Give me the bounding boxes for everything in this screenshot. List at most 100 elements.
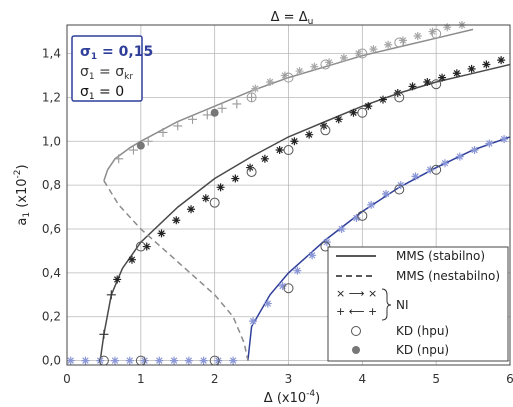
y-tick-label: 1,0 [42, 134, 61, 148]
ni-star-point [81, 356, 90, 365]
ni-star-point [214, 356, 223, 365]
legend-label-ni: NI [396, 298, 409, 312]
ni-star-point [199, 356, 208, 365]
ni-star-point [339, 53, 348, 62]
ni-star-point [334, 115, 343, 124]
ni-plus-point [106, 290, 116, 300]
ni-star-point [249, 317, 258, 326]
ni-star-point [305, 130, 314, 139]
ni-star-point [187, 205, 196, 214]
ni-star-point [467, 64, 476, 73]
kd-hpu-point [357, 48, 368, 59]
ni-star-point [275, 146, 284, 155]
kd-hpu-point [320, 59, 331, 70]
ni-star-point [125, 356, 134, 365]
kd-hpu-point [394, 37, 405, 48]
markers [66, 21, 509, 366]
y-tick-label: 1,4 [42, 47, 61, 61]
y-tick-label: 0,4 [42, 266, 61, 280]
ni-plus-point [99, 329, 109, 339]
kd-npu-point [210, 108, 219, 117]
stable-curve [99, 63, 511, 361]
ni-star-point [482, 60, 491, 69]
x-tick-label: 6 [506, 372, 513, 386]
kd-hpu-point [320, 125, 331, 136]
ni-star-point [231, 174, 240, 183]
ni-star-point [66, 356, 75, 365]
ni-plus-point [158, 127, 168, 137]
ni-star-point [441, 159, 450, 168]
ni-star-point [411, 172, 420, 181]
kd-hpu-point [394, 92, 405, 103]
x-tick-label: 0 [63, 372, 71, 386]
sigma-legend-box: σ1 = 0,15 σ1 = σkr σ1 = 0 [71, 35, 153, 102]
sigma-label-015: σ1 = 0,15 [80, 44, 153, 62]
legend-filled-circle [352, 346, 360, 354]
ni-star-point [381, 189, 390, 198]
ni-plus-point [247, 92, 257, 102]
ni-star-point [379, 95, 388, 104]
ni-star-point [384, 40, 393, 49]
y-tick-label: 0,0 [42, 354, 61, 368]
ni-star-point [337, 225, 346, 233]
ni-star-point [364, 102, 373, 111]
ni-star-point [438, 73, 447, 82]
ni-plus-point [232, 99, 242, 109]
chart-title: Δ = Δu [271, 10, 314, 27]
legend-label-hpu: KD (hpu) [396, 324, 449, 338]
kd-hpu-point [135, 241, 146, 252]
x-tick-label: 1 [137, 372, 145, 386]
curves [99, 28, 511, 361]
x-tick-labels: 0 1 2 3 4 5 6 [63, 372, 513, 386]
ni-star-point [266, 78, 275, 87]
x-axis-label: Δ (x10-4) [264, 389, 320, 406]
y-tick-label: 0,6 [42, 222, 61, 236]
ni-star-point [452, 69, 461, 78]
unstable-curve [103, 180, 249, 361]
ni-star-point [260, 154, 269, 163]
ni-star-point [354, 49, 363, 58]
ni-star-point [184, 356, 193, 365]
ni-star-point [155, 356, 164, 365]
ni-star-point [113, 275, 122, 284]
ni-plus-point [188, 114, 198, 124]
ni-star-point [367, 200, 376, 209]
ni-plus-point [114, 154, 124, 164]
legend-ni-arrow-top: × ⟶ × [336, 287, 377, 300]
stable-curve [103, 28, 474, 181]
ni-star-point [310, 62, 319, 71]
ni-star-point [216, 183, 225, 192]
ni-star-point [308, 251, 317, 260]
ni-star-point [96, 356, 105, 365]
ni-star-point [290, 137, 299, 146]
kd-hpu-point [283, 72, 294, 83]
ni-star-point [369, 45, 378, 54]
legend: MMS (stabilno) MMS (nestabilno) × ⟶ × + … [327, 246, 509, 362]
ni-star-point [349, 108, 358, 117]
legend-label-stable: MMS (stabilno) [396, 249, 485, 263]
legend-ni-arrow-bottom: + ⟵ + [336, 305, 377, 318]
stable-curve [247, 136, 511, 361]
ni-star-point [278, 282, 287, 291]
plot-frame [66, 24, 511, 366]
legend-brace [381, 288, 392, 321]
ni-star-point [455, 152, 464, 161]
kd-hpu-point [394, 184, 405, 195]
kd-hpu-point [357, 107, 368, 118]
kd-hpu-point [431, 28, 442, 39]
ni-plus-point [217, 103, 227, 113]
ni-star-point [470, 146, 479, 155]
ni-star-point [172, 216, 181, 225]
x-tick-label: 4 [359, 372, 367, 386]
ni-star-point [443, 23, 452, 32]
y-tick-label: 0,2 [42, 310, 61, 324]
ni-star-point [352, 214, 361, 223]
y-tick-label: 0,8 [42, 178, 61, 192]
ni-star-point [263, 299, 272, 308]
ni-star-point [140, 356, 149, 365]
ni-star-point [408, 82, 417, 91]
sigma-label-kr: σ1 = σkr [80, 64, 133, 82]
ni-star-point [497, 56, 506, 65]
ni-plus-point [173, 121, 183, 131]
